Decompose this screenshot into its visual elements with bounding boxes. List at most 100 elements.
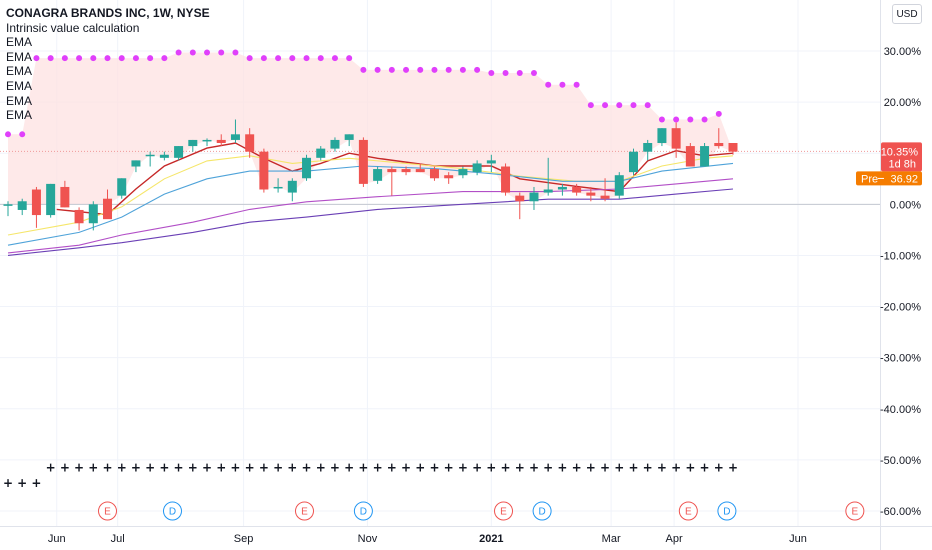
intrinsic-dot <box>602 102 609 109</box>
plus-marker: + <box>401 461 411 475</box>
plus-marker: + <box>685 461 695 475</box>
chart-title: CONAGRA BRANDS INC, 1W, NYSE <box>6 6 210 20</box>
current-change-label: 10.35% <box>881 146 919 158</box>
y-tick-label: -50.00% <box>880 455 921 467</box>
plus-marker: + <box>273 461 283 475</box>
plus-marker: + <box>344 461 354 475</box>
indicator-label[interactable]: EMA <box>6 64 33 79</box>
plus-marker: + <box>643 461 653 475</box>
plus-marker: + <box>671 461 681 475</box>
candle-body <box>31 189 41 216</box>
x-tick-label: Jun <box>48 533 66 545</box>
intrinsic-dot <box>559 81 566 88</box>
plus-marker: + <box>444 461 454 475</box>
earnings-event-icon[interactable] <box>98 501 118 521</box>
intrinsic-dot <box>403 66 410 73</box>
currency-button[interactable]: USD <box>892 4 922 24</box>
x-axis: Jun Jul Sep Nov 2021 Mar Apr Jun <box>48 533 807 545</box>
indicator-label[interactable]: EMA <box>6 35 33 50</box>
indicator-label[interactable]: EMA <box>6 78 33 93</box>
plus-marker: + <box>657 461 667 475</box>
indicator-label[interactable]: EMA <box>6 93 33 108</box>
candle-body <box>159 154 169 158</box>
plus-marker: + <box>387 461 397 475</box>
intrinsic-dot <box>587 102 594 109</box>
plus-marker: + <box>3 476 13 490</box>
dividend-event-icon[interactable] <box>353 501 373 521</box>
earnings-event-icon[interactable] <box>494 501 514 521</box>
indicator-label[interactable]: EMA <box>6 49 33 64</box>
plus-marker: + <box>714 461 724 475</box>
candle-body <box>117 178 127 196</box>
plus-marker: + <box>572 461 582 475</box>
plus-marker: + <box>316 461 326 475</box>
intrinsic-band-area <box>8 52 733 205</box>
candle-body <box>486 160 496 164</box>
intrinsic-value-dots <box>5 49 722 138</box>
candle-body <box>529 192 539 202</box>
dividend-event-icon[interactable] <box>717 501 737 521</box>
candle-body <box>344 134 354 140</box>
plus-marker: + <box>216 461 226 475</box>
intrinsic-dot <box>431 66 438 73</box>
plus-marker: + <box>628 461 638 475</box>
intrinsic-dot <box>715 110 722 117</box>
premarket-tag <box>856 171 922 186</box>
dividend-event-icon[interactable] <box>162 501 182 521</box>
indicator-label[interactable]: Intrinsic value calculation <box>6 20 140 35</box>
event-label: E <box>104 507 111 518</box>
candle-body <box>46 183 56 216</box>
x-tick-label: Sep <box>234 533 254 545</box>
intrinsic-dot <box>530 69 537 76</box>
countdown-label: 1d 8h <box>888 158 916 170</box>
intrinsic-dot <box>701 116 708 123</box>
intrinsic-dot <box>218 49 225 56</box>
plus-marker: + <box>145 461 155 475</box>
plus-marker: + <box>358 461 368 475</box>
candle-body <box>515 195 525 202</box>
plus-marker: + <box>472 461 482 475</box>
candle-body <box>330 139 340 149</box>
earnings-event-icon[interactable] <box>294 501 314 521</box>
intrinsic-dot <box>445 66 452 73</box>
intrinsic-dot <box>630 102 637 109</box>
candle-body <box>103 198 113 220</box>
intrinsic-dot <box>616 102 623 109</box>
event-label: E <box>301 507 308 518</box>
plus-marker: + <box>174 461 184 475</box>
ema-line <box>7 155 734 236</box>
candle-body <box>458 169 468 176</box>
current-change-tag <box>881 142 922 172</box>
earnings-event-icon[interactable] <box>678 501 698 521</box>
plus-marker: + <box>159 461 169 475</box>
intrinsic-dot <box>33 55 40 62</box>
candle-body <box>188 139 198 147</box>
plus-marker: + <box>330 461 340 475</box>
zero-line <box>0 150 880 205</box>
candle-body <box>657 128 667 143</box>
dividend-event-icon[interactable] <box>532 501 552 521</box>
candle-body <box>216 139 226 143</box>
intrinsic-dot <box>331 55 338 62</box>
plus-marker: + <box>515 461 525 475</box>
intrinsic-dot <box>132 55 139 62</box>
intrinsic-dot <box>488 69 495 76</box>
plus-marker: + <box>259 461 269 475</box>
earnings-event-icon[interactable] <box>845 501 865 521</box>
plus-marker: + <box>17 476 27 490</box>
candle-body <box>714 143 724 147</box>
plus-marker: + <box>415 461 425 475</box>
plus-marker: + <box>88 461 98 475</box>
intrinsic-dot <box>644 102 651 109</box>
plus-marker: + <box>74 461 84 475</box>
intrinsic-dot <box>516 69 523 76</box>
indicator-label[interactable]: EMA <box>6 108 33 123</box>
intrinsic-dot <box>545 81 552 88</box>
plus-marker: + <box>245 461 255 475</box>
candle-body <box>287 180 297 193</box>
event-label: E <box>685 507 692 518</box>
intrinsic-dot <box>76 55 83 62</box>
candle-body <box>202 139 212 142</box>
candle-body <box>245 134 255 152</box>
